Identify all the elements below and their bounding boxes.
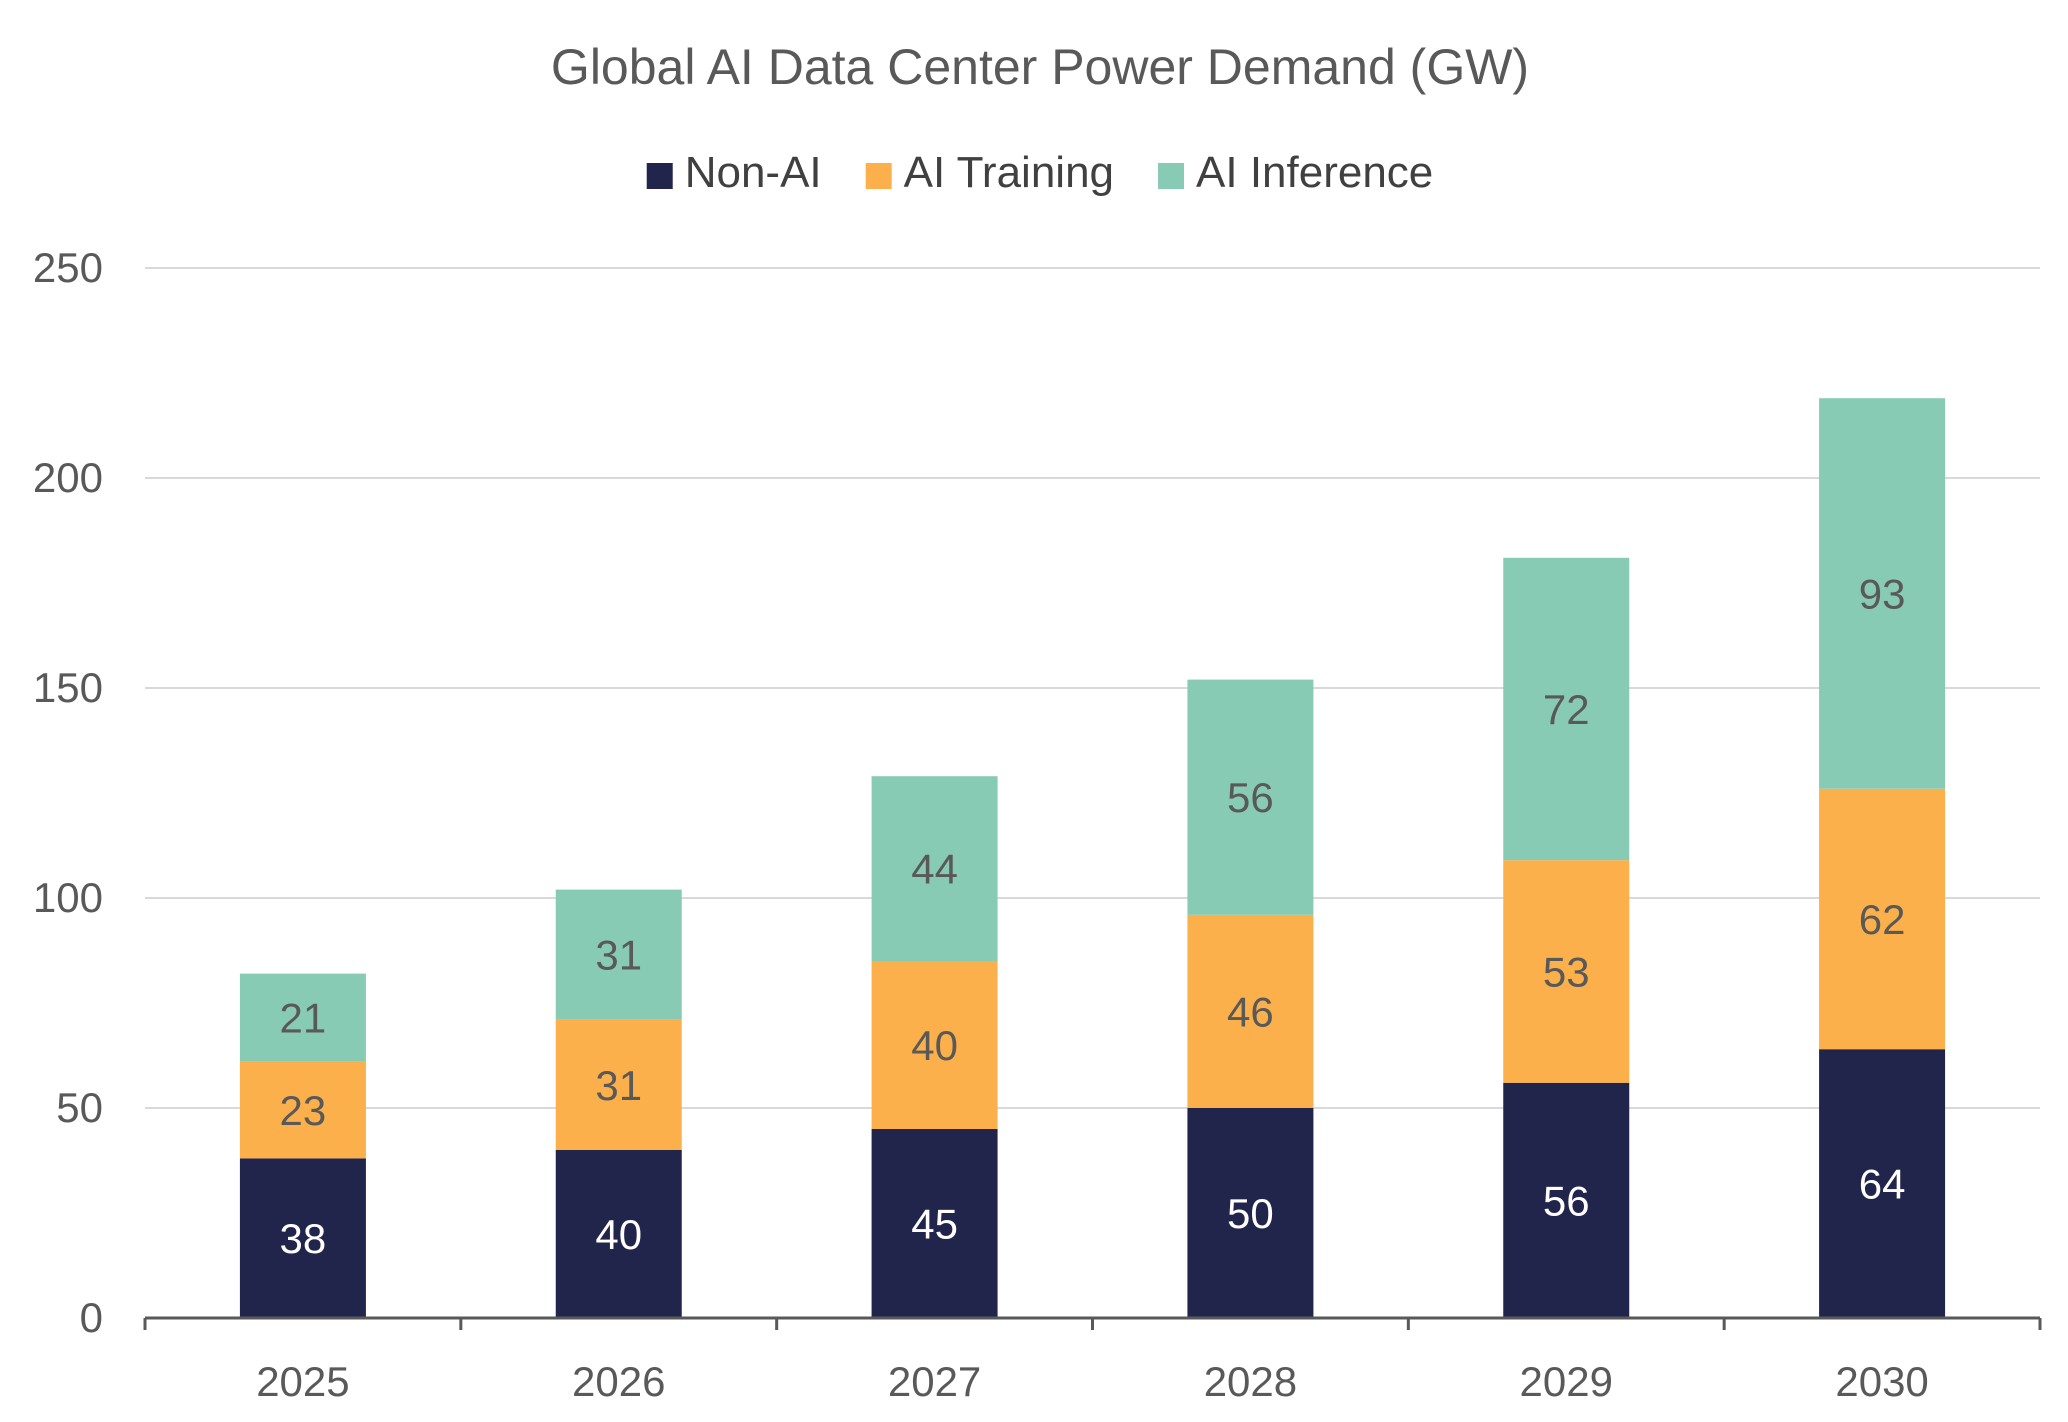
data-label-non-ai-2030: 64 — [1859, 1161, 1906, 1208]
data-label-ai-inference-2027: 44 — [911, 846, 958, 893]
bar-stack-2026: 40 31 31 — [555, 889, 682, 1318]
x-axis-ticks: 2025 2026 2027 2028 2029 2030 — [256, 1358, 1929, 1405]
legend-swatch-ai-training — [865, 163, 892, 189]
y-tick-label-150: 150 — [33, 664, 103, 711]
data-label-non-ai-2025: 38 — [280, 1215, 327, 1262]
bar-stack-2025: 38 23 21 — [239, 973, 366, 1318]
bar-ai-training-2030 — [1819, 788, 1946, 1050]
bar-ai-training-2027 — [871, 961, 998, 1129]
legend-swatch-ai-inference — [1158, 163, 1185, 189]
data-label-non-ai-2028: 50 — [1227, 1190, 1274, 1237]
legend-item-ai-inference: AI Inference — [1158, 148, 1433, 197]
bar-ai-training-2025 — [239, 1061, 366, 1159]
bar-ai-training-2028 — [1187, 914, 1314, 1108]
data-label-ai-training-2028: 46 — [1227, 988, 1274, 1035]
bar-ai-inference-2026 — [555, 889, 682, 1020]
bar-non-ai-2025 — [239, 1158, 366, 1318]
x-tick-label-2026: 2026 — [572, 1358, 665, 1405]
legend-item-non-ai: Non-AI — [646, 148, 822, 197]
bar-non-ai-2029 — [1503, 1082, 1630, 1318]
bar-stack-2030: 64 62 93 — [1819, 398, 1946, 1318]
y-tick-label-200: 200 — [33, 454, 103, 501]
bar-non-ai-2027 — [871, 1129, 998, 1318]
legend-label-ai-training: AI Training — [904, 148, 1114, 197]
y-tick-label-250: 250 — [33, 244, 103, 291]
bars: 38 23 21 40 31 31 45 40 44 50 46 56 56 53 72 64 62 93 — [239, 398, 1946, 1318]
x-tick-label-2027: 2027 — [888, 1358, 981, 1405]
bar-stack-2029: 56 53 72 — [1503, 557, 1630, 1318]
data-label-ai-training-2027: 40 — [911, 1022, 958, 1069]
data-label-non-ai-2026: 40 — [595, 1211, 642, 1258]
y-tick-label-0: 0 — [80, 1294, 103, 1341]
x-axis — [143, 1316, 2042, 1330]
bar-ai-training-2029 — [1503, 860, 1630, 1083]
data-label-ai-training-2030: 62 — [1859, 896, 1906, 943]
data-label-ai-inference-2026: 31 — [595, 932, 642, 979]
bar-ai-inference-2027 — [871, 776, 998, 961]
data-label-ai-inference-2029: 72 — [1543, 686, 1590, 733]
bar-non-ai-2026 — [555, 1150, 682, 1318]
x-tick-label-2029: 2029 — [1520, 1358, 1613, 1405]
y-axis-ticks: 0 50 100 150 200 250 — [33, 244, 103, 1341]
x-tick-label-2025: 2025 — [256, 1358, 349, 1405]
x-tick-label-2030: 2030 — [1835, 1358, 1928, 1405]
bar-ai-inference-2030 — [1819, 398, 1946, 789]
data-label-non-ai-2029: 56 — [1543, 1177, 1590, 1224]
legend-swatch-non-ai — [646, 163, 673, 189]
y-tick-label-50: 50 — [56, 1084, 103, 1131]
data-label-ai-inference-2025: 21 — [280, 995, 327, 1042]
bar-ai-inference-2029 — [1503, 557, 1630, 861]
data-label-ai-training-2026: 31 — [595, 1062, 642, 1109]
bar-non-ai-2028 — [1187, 1108, 1314, 1318]
y-tick-label-100: 100 — [33, 874, 103, 921]
data-label-non-ai-2027: 45 — [911, 1201, 958, 1248]
data-label-ai-training-2029: 53 — [1543, 949, 1590, 996]
legend-item-ai-training: AI Training — [865, 148, 1114, 197]
data-label-ai-training-2025: 23 — [280, 1087, 327, 1134]
legend: Non-AI AI Training AI Inference — [646, 148, 1433, 197]
chart-title: Global AI Data Center Power Demand (GW) — [551, 39, 1529, 95]
gridlines — [145, 267, 2040, 1109]
data-label-ai-inference-2030: 93 — [1859, 571, 1906, 618]
bar-ai-training-2026 — [555, 1019, 682, 1150]
data-label-ai-inference-2028: 56 — [1227, 774, 1274, 821]
legend-label-non-ai: Non-AI — [685, 148, 822, 197]
legend-label-ai-inference: AI Inference — [1196, 148, 1433, 197]
bar-non-ai-2030 — [1819, 1049, 1946, 1318]
bar-stack-2028: 50 46 56 — [1187, 679, 1314, 1318]
bar-ai-inference-2028 — [1187, 679, 1314, 915]
bar-ai-inference-2025 — [239, 973, 366, 1062]
x-tick-label-2028: 2028 — [1204, 1358, 1297, 1405]
bar-stack-2027: 45 40 44 — [871, 776, 998, 1318]
